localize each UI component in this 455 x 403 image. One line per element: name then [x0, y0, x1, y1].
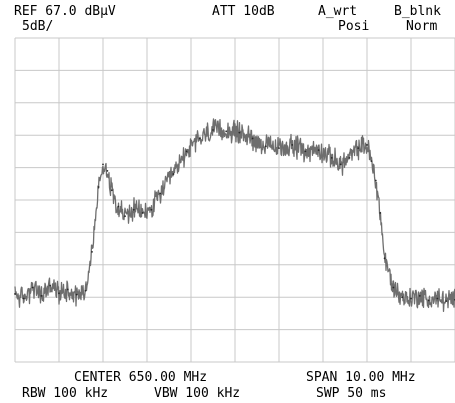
trace-point — [330, 156, 333, 159]
trace-point — [159, 192, 162, 195]
trace-point — [251, 137, 254, 140]
trace-point — [379, 212, 382, 214]
trace-point — [418, 295, 421, 297]
trace-point — [374, 179, 377, 182]
trace-point — [132, 208, 135, 211]
trace-point — [392, 286, 395, 289]
plot-grid — [14, 37, 455, 363]
trace-point — [238, 131, 241, 134]
trace-point — [185, 150, 188, 153]
trace-point — [366, 144, 368, 146]
center-frequency-label: CENTER 650.00 MHz — [74, 370, 208, 385]
spectrum-trace-group — [14, 118, 455, 313]
trace-point — [66, 288, 69, 291]
rbw-label: RBW 100 kHz — [22, 386, 109, 401]
trace-point — [40, 295, 43, 297]
spectrum-trace — [14, 118, 455, 313]
trace-point — [401, 296, 404, 299]
trace-point — [150, 208, 153, 211]
trace-point — [427, 299, 430, 302]
trace-point — [348, 156, 351, 159]
trace-point — [278, 147, 280, 150]
trace-point — [58, 292, 60, 295]
trace-point — [110, 189, 113, 192]
trace-point — [97, 186, 100, 188]
trace-point — [445, 300, 448, 302]
trace-point — [117, 205, 120, 208]
vbw-label: VBW 100 kHz — [154, 386, 241, 401]
trace-point — [383, 257, 386, 260]
trace-point — [264, 145, 267, 148]
trace-point — [357, 147, 360, 150]
trace-point — [370, 160, 373, 163]
sweep-time-label: SWP 50 ms — [316, 386, 387, 401]
trace-b-mode-label: Norm — [406, 19, 438, 34]
trace-point — [22, 297, 25, 300]
scale-label: 5dB/ — [22, 19, 54, 34]
trace-point — [91, 250, 93, 253]
trace-point — [75, 293, 78, 296]
trace-a-mode-label: Posi — [338, 19, 370, 34]
trace-point — [225, 130, 228, 133]
trace-a-label: A_wrt — [318, 4, 358, 19]
trace-point — [106, 169, 109, 172]
trace-b-label: B_blnk — [394, 4, 441, 19]
trace-point — [436, 297, 439, 300]
trace-point — [172, 173, 175, 175]
trace-point — [304, 150, 307, 153]
trace-point — [49, 284, 52, 287]
attenuation-label: ATT 10dB — [212, 4, 275, 19]
trace-point — [124, 215, 126, 218]
trace-point — [84, 289, 87, 292]
trace-point — [141, 212, 144, 214]
trace-point — [14, 293, 16, 295]
span-label: SPAN 10.00 MHz — [306, 370, 416, 385]
trace-point — [212, 129, 214, 131]
trace-point — [102, 163, 104, 166]
trace-point — [291, 144, 294, 146]
trace-point — [198, 137, 201, 140]
trace-point — [410, 297, 412, 300]
trace-point — [339, 163, 342, 166]
trace-point — [317, 149, 320, 152]
ref-level-label: REF 67.0 dBμV — [14, 4, 116, 19]
trace-point — [31, 286, 34, 289]
